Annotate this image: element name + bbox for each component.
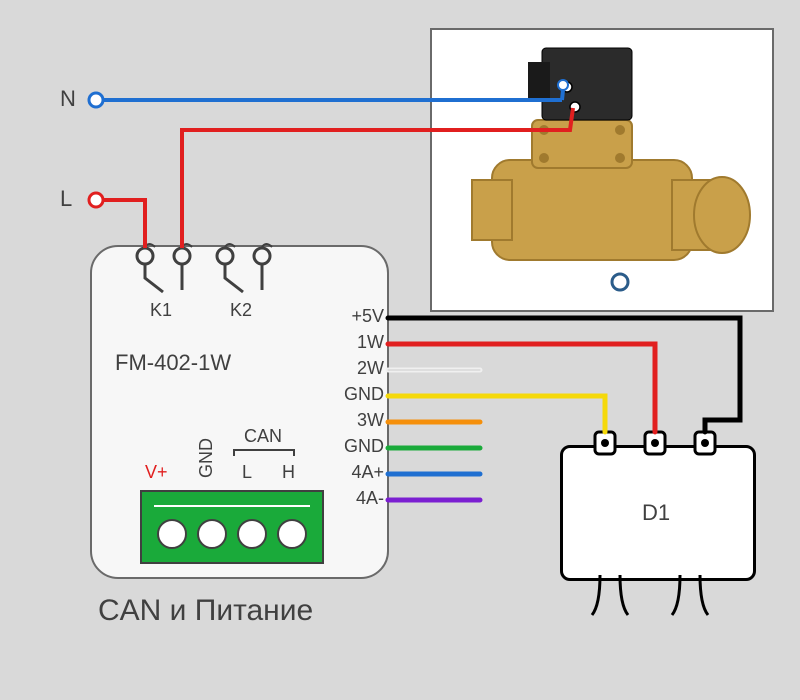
label-gnd2: GND	[330, 436, 384, 457]
solenoid-coil	[528, 48, 632, 120]
label-l: L	[60, 186, 72, 212]
valve-body	[472, 120, 750, 260]
label-k2: K2	[230, 300, 252, 321]
label-3w: 3W	[330, 410, 384, 431]
label-4ap: 4A+	[330, 462, 384, 483]
label-gnd1: GND	[330, 384, 384, 405]
label-d1: D1	[642, 500, 670, 526]
valve-photo-frame	[430, 28, 774, 312]
can-power-connector	[140, 490, 324, 564]
wire-l	[89, 193, 145, 248]
label-footer: CAN и Питание	[98, 594, 313, 628]
label-1w: 1W	[330, 332, 384, 353]
label-n: N	[60, 86, 76, 112]
label-2w: 2W	[330, 358, 384, 379]
label-gnd-conn: GND	[196, 438, 217, 478]
label-vplus: V+	[145, 462, 168, 483]
label-5v: +5V	[330, 306, 384, 327]
label-can-h: H	[282, 462, 295, 483]
label-k1: K1	[150, 300, 172, 321]
label-4am: 4A-	[330, 488, 384, 509]
label-device-model: FM-402-1W	[115, 350, 231, 376]
label-can: CAN	[244, 426, 282, 447]
label-can-l: L	[242, 462, 252, 483]
